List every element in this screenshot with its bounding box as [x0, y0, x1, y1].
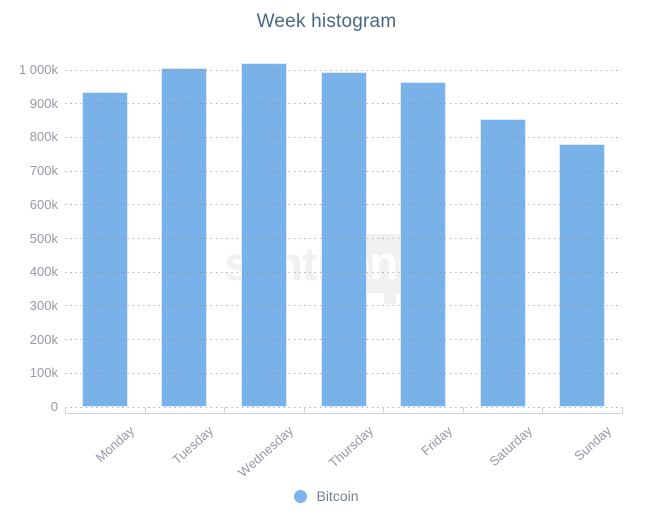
x-axis-tick — [303, 407, 305, 413]
x-axis-tick — [462, 407, 464, 413]
bar-thursday[interactable] — [320, 71, 367, 407]
gridline-300k — [65, 305, 622, 307]
bar-sunday[interactable] — [559, 144, 606, 407]
legend-marker-circle — [294, 489, 308, 503]
gridline-500k — [65, 238, 622, 239]
gridline-800k — [65, 136, 622, 138]
gridline-200k — [65, 339, 622, 341]
watermark-tail — [383, 292, 396, 304]
bar-wednesday[interactable] — [240, 63, 287, 407]
y-axis-label-300k: 300k — [29, 297, 58, 313]
gridline-100k — [65, 372, 622, 374]
x-axis-line — [65, 413, 623, 414]
y-axis-label-900k: 900k — [29, 95, 58, 111]
x-axis-tick — [542, 407, 544, 413]
bar-tuesday[interactable] — [161, 68, 208, 407]
gridline-0 — [65, 406, 622, 408]
y-axis-label-600k: 600k — [29, 196, 58, 212]
y-axis-label-1000k: 1 000k — [18, 62, 58, 77]
y-axis-label-700k: 700k — [29, 163, 58, 179]
x-axis-tick — [383, 407, 385, 413]
y-axis-label-500k: 500k — [29, 230, 58, 246]
x-axis-tick — [144, 407, 146, 413]
y-axis-label-100k: 100k — [29, 365, 58, 381]
gridline-600k — [65, 204, 622, 206]
chart-title: Week histogram — [256, 11, 397, 32]
x-axis-tick — [65, 407, 66, 413]
y-axis-label-0: 0 — [50, 399, 58, 414]
bar-monday[interactable] — [81, 91, 128, 407]
gridline-400k — [65, 271, 622, 273]
y-axis-label-800k: 800k — [29, 129, 58, 145]
gridline-1000k — [65, 69, 622, 71]
bar-saturday[interactable] — [479, 118, 526, 407]
gridline-700k — [65, 170, 622, 172]
legend-item-bitcoin[interactable]: Bitcoin — [0, 488, 653, 504]
gridline-900k — [65, 103, 622, 105]
legend-label: Bitcoin — [316, 488, 359, 504]
x-axis-tick — [622, 407, 623, 413]
x-axis-tick — [224, 407, 226, 413]
y-axis-label-400k: 400k — [29, 264, 58, 280]
bar-friday[interactable] — [400, 81, 447, 407]
y-axis-label-200k: 200k — [29, 331, 58, 347]
